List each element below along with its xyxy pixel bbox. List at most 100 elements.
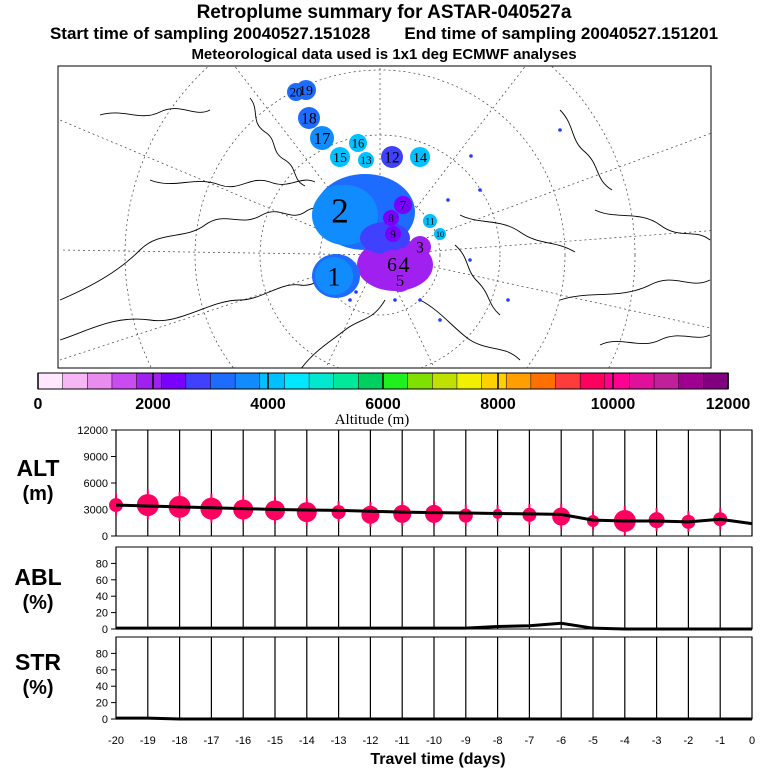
plume-circle <box>358 152 374 168</box>
colorbar-cell <box>333 372 360 390</box>
coastline <box>454 244 501 316</box>
str-line <box>116 716 752 721</box>
colorbar-cell <box>382 372 409 390</box>
plume-circle <box>409 236 431 258</box>
x-axis-label: Travel time (days) <box>370 751 505 768</box>
abl-unit: (%) <box>22 592 53 614</box>
plume-label: 14 <box>413 151 427 166</box>
alt-unit: (m) <box>22 483 53 505</box>
plume-circle <box>383 210 399 226</box>
plume-circle <box>388 248 420 280</box>
y-tick-label: 3000 <box>84 505 108 517</box>
plume-label: 10 <box>436 230 444 239</box>
abl-line <box>116 621 752 631</box>
alt-label: ALT <box>16 455 59 481</box>
plume-label: 12 <box>384 149 399 166</box>
plume-circle <box>296 80 316 100</box>
y-tick-label: 40 <box>96 681 108 693</box>
alt-y-ticks: 0 3000 6000 9000 12000 <box>77 425 116 543</box>
particle-dot <box>446 198 450 202</box>
particle-dot <box>348 298 352 302</box>
y-tick-label: 0 <box>102 714 108 726</box>
x-tick-label: -18 <box>172 735 188 747</box>
particle-dot <box>558 128 562 132</box>
abl-panel: 0 20 40 60 80 ABL (%) <box>14 546 753 636</box>
alt-point <box>361 505 380 524</box>
alt-panel: 0 3000 6000 9000 12000 ALT (m) <box>16 425 753 543</box>
y-tick-label: 80 <box>96 648 108 660</box>
alt-point <box>296 502 317 523</box>
plume-circle <box>434 228 446 240</box>
x-tick-label: -8 <box>493 735 503 747</box>
y-tick-label: 9000 <box>84 452 108 464</box>
alt-point <box>552 507 571 526</box>
colorbar-cell <box>259 372 286 390</box>
plume-label: 5 <box>396 271 404 290</box>
x-tick-label: -9 <box>461 735 471 747</box>
x-tick-labels: -20 -19 -18 -17 -16 -15 -14 -13 -12 -11 -10 -9 -8 -7-… <box>108 735 755 747</box>
end-time: End time of sampling 20040527.151201 <box>404 24 719 43</box>
coastline <box>594 209 711 241</box>
plume-label: 1 <box>327 261 340 291</box>
colorbar-cell <box>456 372 483 390</box>
plume-label: 3 <box>416 239 424 256</box>
particle-dot <box>393 298 397 302</box>
meridian <box>379 230 711 256</box>
start-time: Start time of sampling 20040527.151028 <box>49 24 371 43</box>
x-tick-label: -13 <box>331 735 347 747</box>
colorbar-tick-label: 4000 <box>250 396 286 413</box>
y-tick-label: 20 <box>96 698 108 710</box>
colorbar-cell <box>37 372 64 390</box>
str-label: STR <box>15 649 61 675</box>
plume-circle <box>315 257 353 295</box>
colorbar-cell <box>579 372 606 390</box>
y-tick-label: 0 <box>102 624 108 636</box>
plume-label: 9 <box>390 229 396 241</box>
abl-x-ticks <box>115 547 753 629</box>
x-tick-label: 0 <box>749 735 755 747</box>
plume-circle <box>394 196 412 214</box>
colorbar-cell <box>604 372 631 390</box>
y-tick-label: 40 <box>96 591 108 603</box>
str-x-ticks <box>115 637 753 719</box>
x-tick-label: -5 <box>588 735 598 747</box>
plume-label: 18 <box>301 110 317 127</box>
colorbar-tick-label: 6000 <box>365 396 401 413</box>
str-panel: 0 20 40 60 80 STR (%) <box>15 636 753 726</box>
plume-label: 8 <box>388 213 394 225</box>
coastline <box>459 214 576 253</box>
colorbar-label: Altitude (m) <box>335 412 410 428</box>
colorbar-cell <box>432 372 458 390</box>
colorbar-cell <box>62 372 89 390</box>
plume-label: 19 <box>299 84 313 99</box>
y-tick-label: 60 <box>96 665 108 677</box>
plume-circle <box>315 185 365 235</box>
meridian <box>379 254 711 329</box>
coastline <box>59 199 341 301</box>
y-tick-label: 20 <box>96 608 108 620</box>
colorbar-tick-label: 0 <box>34 396 43 413</box>
x-tick-label: -19 <box>140 735 156 747</box>
alt-point <box>393 504 412 523</box>
y-tick-label: 12000 <box>77 425 108 437</box>
plume-circle <box>310 126 334 150</box>
particle-dot <box>469 154 473 158</box>
coastline <box>149 179 316 188</box>
lat-circle <box>124 66 636 368</box>
colorbar-tick-label: 8000 <box>480 396 516 413</box>
alt-point <box>331 505 346 520</box>
colorbar-cell <box>481 372 507 390</box>
colorbar-cell <box>210 372 236 390</box>
x-tick-label: -16 <box>235 735 251 747</box>
plume-label: 16 <box>352 136 365 150</box>
particle-dot <box>354 290 358 294</box>
x-tick-label: -2 <box>684 735 694 747</box>
coastline <box>419 299 521 361</box>
colorbar-cell <box>185 372 212 390</box>
particle-dot <box>478 188 482 192</box>
colorbar-cell <box>505 372 532 390</box>
